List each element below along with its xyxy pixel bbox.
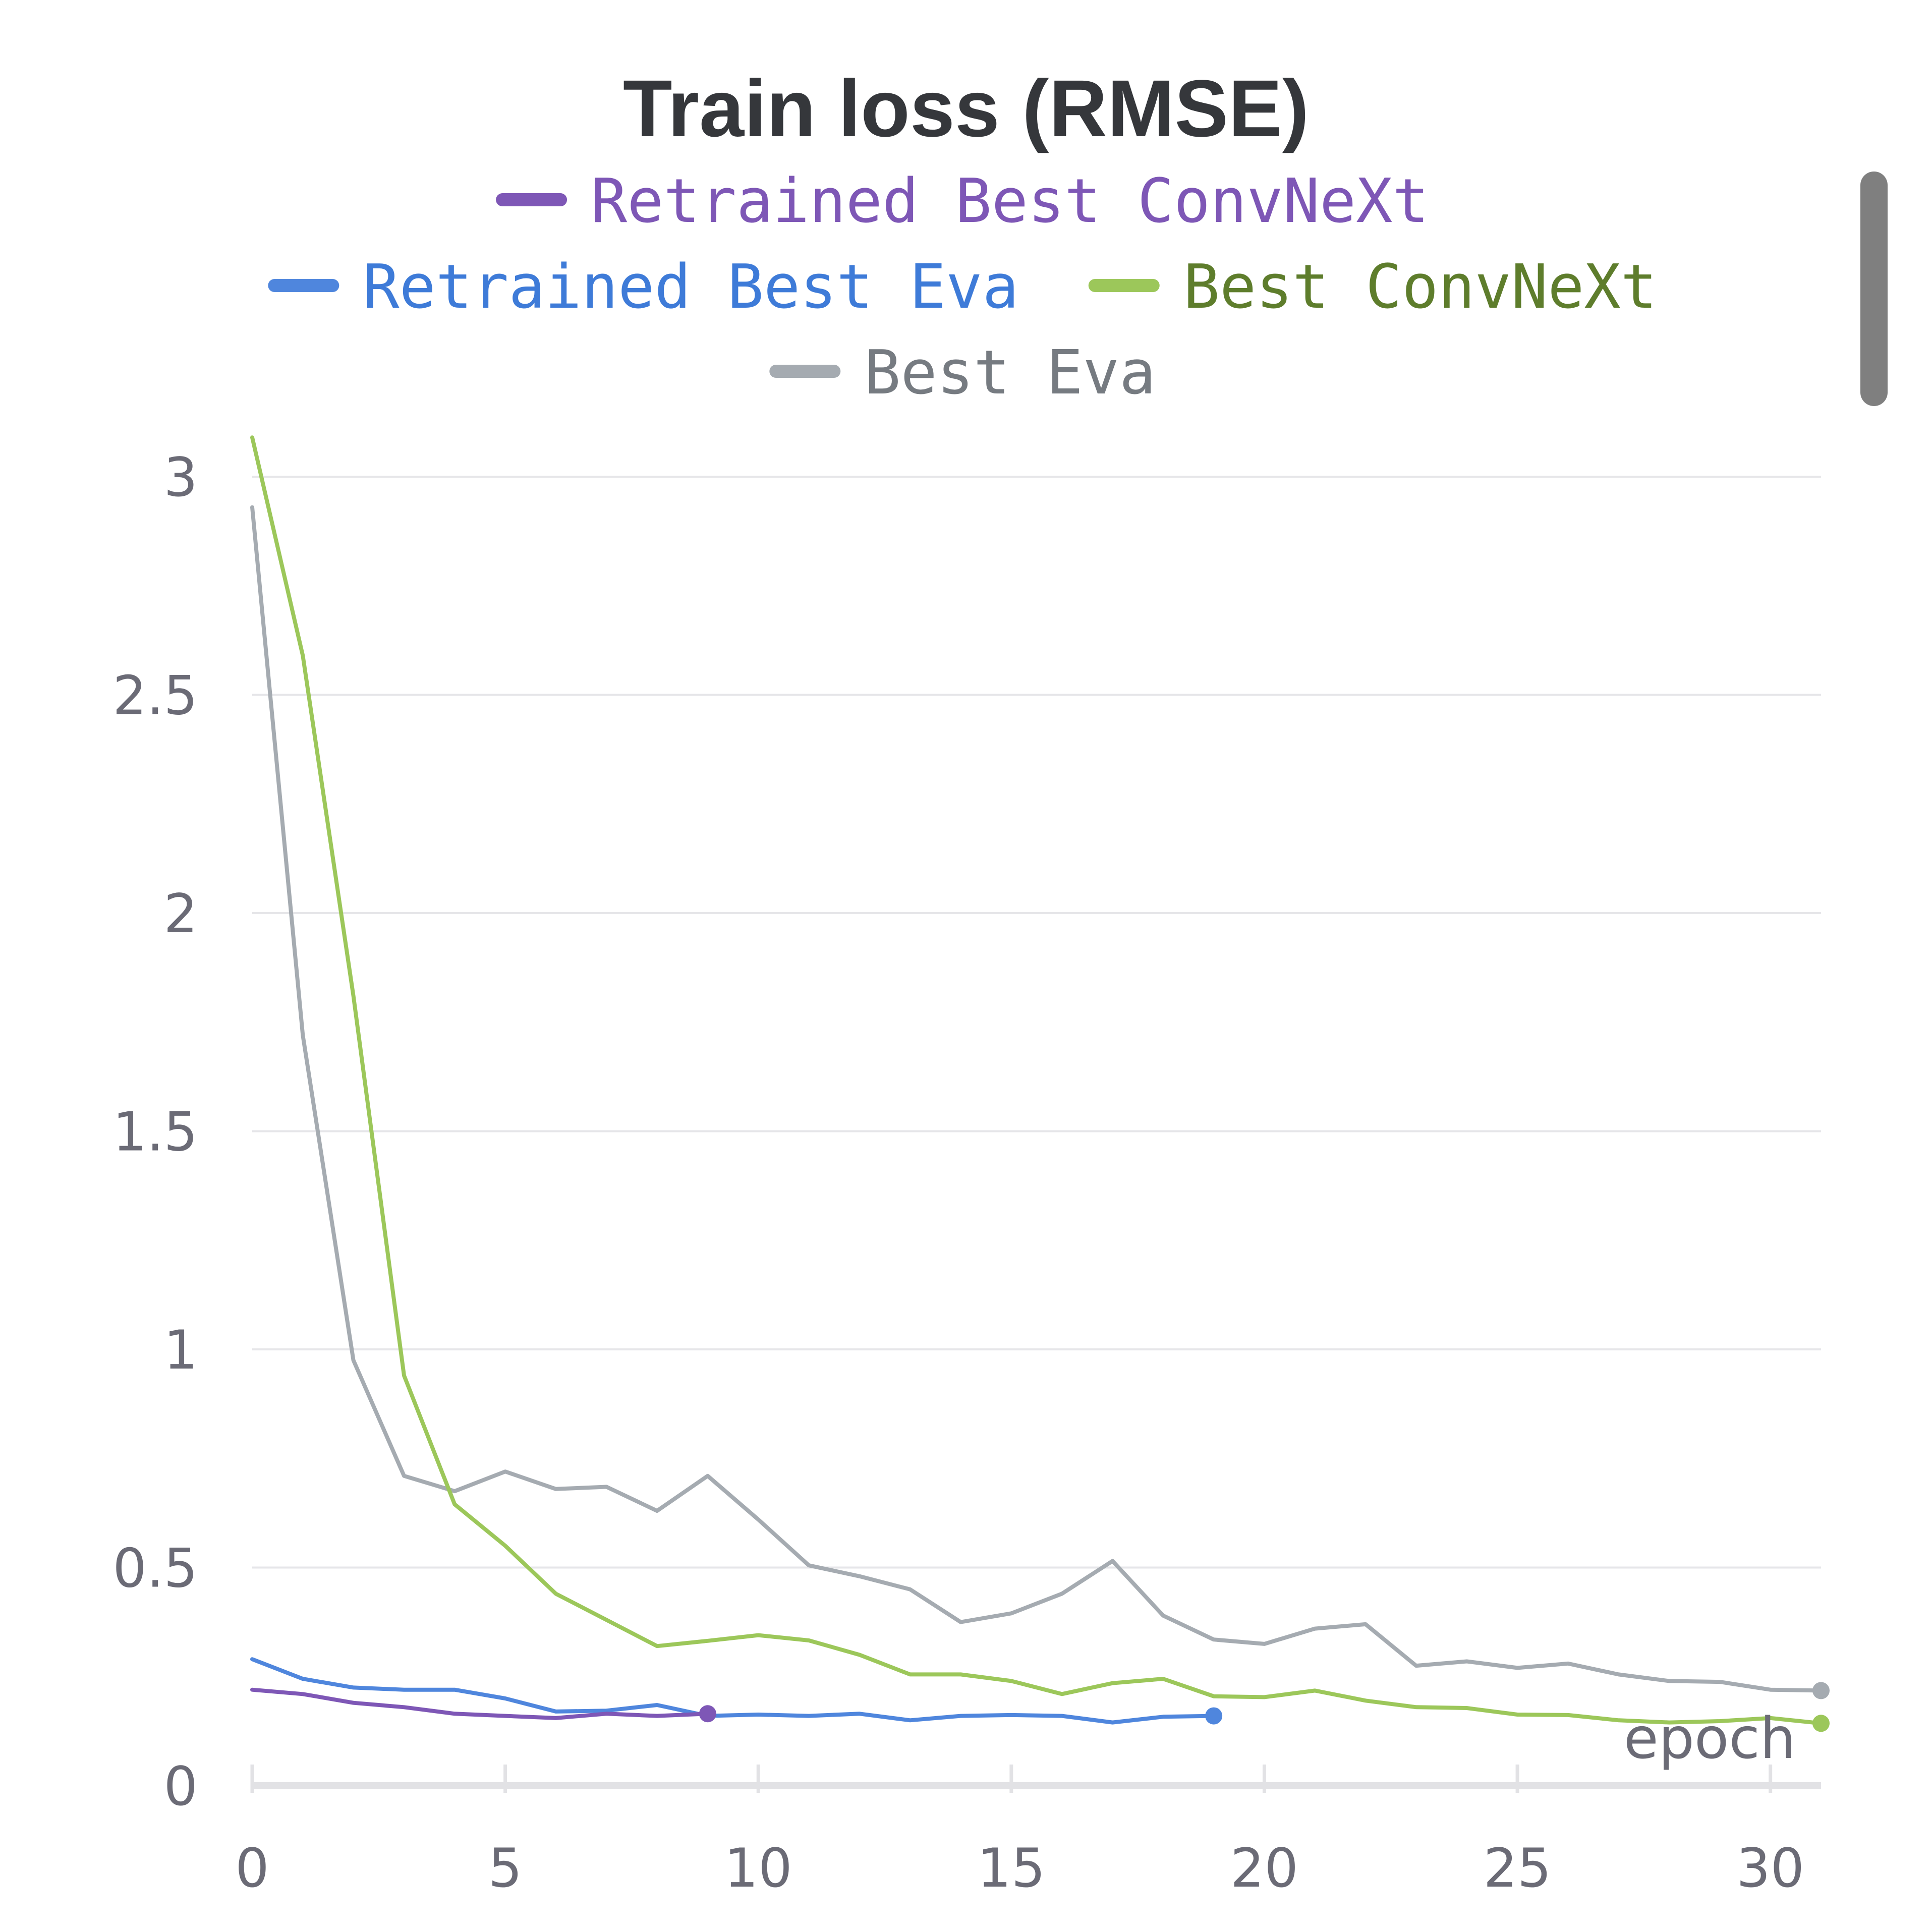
grid	[252, 476, 1821, 1569]
series-lines	[250, 435, 1830, 1732]
series-end-marker	[1812, 1682, 1830, 1699]
chart-title: Train loss (RMSE)	[623, 63, 1309, 153]
x-tick-label: 25	[1484, 1837, 1552, 1899]
x-tick-label: 30	[1736, 1837, 1804, 1899]
series-end-marker	[699, 1705, 716, 1723]
x-axis	[250, 1765, 1821, 1793]
y-tick-label: 1.5	[112, 1101, 198, 1163]
x-tick-label: 0	[235, 1837, 269, 1899]
series-end-marker	[1812, 1715, 1830, 1732]
x-tick-label: 10	[724, 1837, 792, 1899]
x-axis-label: epoch	[1624, 1706, 1796, 1772]
legend-label: Best Eva	[864, 338, 1156, 408]
legend-label: Retrained Best ConvNeXt	[591, 166, 1429, 237]
legend-label: Retrained Best Eva	[363, 252, 1018, 322]
y-tick-label: 0.5	[112, 1538, 198, 1600]
y-tick-label: 3	[164, 446, 198, 508]
series-line	[250, 1687, 710, 1720]
y-tick-label: 2	[164, 883, 198, 945]
tick-labels: 00.511.522.530 5 10 15 20 25 30	[112, 446, 1804, 1899]
series-line	[250, 435, 1823, 1726]
legend: Retrained Best ConvNeXt Retrained Best Ev…	[268, 166, 1657, 408]
x-tick-label: 15	[977, 1837, 1045, 1899]
y-tick-label: 2.5	[112, 665, 198, 727]
legend-item[interactable]: Best ConvNeXt	[1088, 252, 1657, 322]
series-end-marker	[1205, 1707, 1223, 1725]
x-tick-label: 20	[1230, 1837, 1298, 1899]
series-line	[250, 505, 1823, 1693]
y-tick-label: 0	[164, 1755, 198, 1817]
legend-item[interactable]: Retrained Best Eva	[268, 252, 1019, 322]
x-tick-label: 5	[488, 1837, 522, 1899]
legend-item[interactable]: Best Eva	[769, 338, 1156, 408]
scrollbar-thumb[interactable]	[1860, 172, 1888, 406]
legend-item[interactable]: Retrained Best ConvNeXt	[496, 166, 1429, 237]
y-tick-label: 1	[164, 1319, 198, 1381]
legend-label: Best ConvNeXt	[1183, 252, 1657, 322]
series-line	[250, 1657, 1216, 1725]
